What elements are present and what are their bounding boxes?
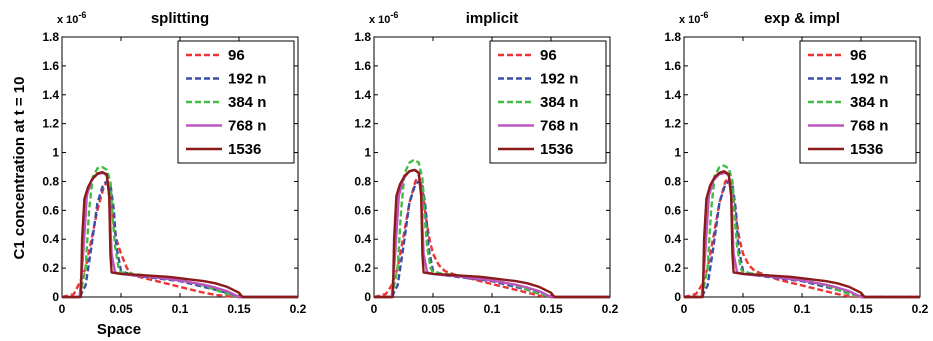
y-tick-label: 1.8 <box>42 30 59 44</box>
y-tick-label: 1.4 <box>664 88 681 102</box>
x-tick-label: 0 <box>371 302 378 316</box>
x-tick-label: 0.1 <box>794 302 811 316</box>
legend: 96 192 n 384 n 768 n 1536 <box>799 40 917 164</box>
x-tick-label: 0.15 <box>227 302 251 316</box>
y-tick-label: 0.2 <box>354 261 371 275</box>
x-tick-label: 0.1 <box>484 302 501 316</box>
y-tick-label: 1.8 <box>354 30 371 44</box>
x-tick-label: 0.2 <box>602 302 619 316</box>
x-tick-label: 0.15 <box>849 302 873 316</box>
y-multiplier-exponent: -6 <box>700 10 708 20</box>
chart-panel-3: 0 0.2 0.4 0.6 0.8 1 1.2 1.4 1.6 1.8 0 0.05 0.1 0.15 0.… <box>664 10 928 316</box>
legend-label: 192 n <box>228 71 266 88</box>
legend-label: 96 <box>540 47 557 64</box>
series-line-96 <box>61 180 298 299</box>
x-tick-label: 0.15 <box>539 302 563 316</box>
y-multiplier: x 10-6 <box>57 10 86 26</box>
x-tick-label: 0.05 <box>421 302 445 316</box>
x-tick-label: 0 <box>59 302 66 316</box>
legend-label: 768 n <box>228 118 266 135</box>
legend-label: 192 n <box>540 71 578 88</box>
series-line-1536 <box>684 170 920 299</box>
y-tick-label: 0.8 <box>42 174 59 188</box>
y-multiplier: x 10-6 <box>679 10 708 26</box>
y-tick-label: 1 <box>364 146 371 160</box>
y-tick-label: 1.4 <box>42 88 59 102</box>
chart-panel-2: 0 0.2 0.4 0.6 0.8 1 1.2 1.4 1.6 1.8 0 0.05 0.1 0.15 0.… <box>354 10 618 316</box>
x-tick-label: 0.2 <box>290 302 307 316</box>
y-tick-label: 1 <box>52 146 59 160</box>
chart-title: exp & impl <box>764 10 840 27</box>
series-line-1536 <box>374 168 610 299</box>
y-tick-label: 1.2 <box>354 117 371 131</box>
y-tick-label: 1.8 <box>664 30 681 44</box>
legend-label: 768 n <box>850 118 888 135</box>
y-tick-label: 1.2 <box>664 117 681 131</box>
y-tick-label: 1.4 <box>354 88 371 102</box>
y-tick-label: 1.6 <box>664 59 681 73</box>
x-tick-label: 0.1 <box>172 302 189 316</box>
legend-label: 1536 <box>540 141 573 158</box>
y-axis-label: C1 concentration at t = 10 <box>11 77 28 260</box>
series-line-96 <box>683 177 920 299</box>
y-tick-label: 0.8 <box>354 174 371 188</box>
legend-label: 96 <box>228 47 245 64</box>
series-line-96 <box>373 174 610 299</box>
y-tick-label: 0.8 <box>664 174 681 188</box>
x-axis-label: Space <box>97 321 141 338</box>
y-tick-label: 0.6 <box>42 203 59 217</box>
chart-title: splitting <box>151 10 209 27</box>
x-tick-label: 0.2 <box>912 302 929 316</box>
chart-title: implicit <box>466 10 519 27</box>
legend-label: 384 n <box>540 94 578 111</box>
legend-label: 192 n <box>850 71 888 88</box>
y-tick-label: 0.6 <box>664 203 681 217</box>
y-multiplier: x 10-6 <box>369 10 398 26</box>
y-multiplier-exponent: -6 <box>390 10 398 20</box>
legend: 96 192 n 384 n 768 n 1536 <box>177 40 295 164</box>
x-tick-label: 0.05 <box>109 302 133 316</box>
y-tick-label: 0.4 <box>664 232 681 246</box>
legend-label: 384 n <box>850 94 888 111</box>
legend-label: 768 n <box>540 118 578 135</box>
y-tick-label: 1.6 <box>354 59 371 73</box>
y-tick-label: 0.6 <box>354 203 371 217</box>
y-tick-label: 0.4 <box>42 232 59 246</box>
x-tick-label: 0 <box>681 302 688 316</box>
x-tick-label: 0.05 <box>731 302 755 316</box>
y-tick-label: 0 <box>52 290 59 304</box>
y-tick-label: 0.2 <box>42 261 59 275</box>
legend-label: 1536 <box>228 141 261 158</box>
y-tick-label: 1.2 <box>42 117 59 131</box>
y-tick-label: 0 <box>364 290 371 304</box>
legend-box <box>799 40 917 164</box>
legend: 96 192 n 384 n 768 n 1536 <box>489 40 607 164</box>
chart-panel-1: 0 0.2 0.4 0.6 0.8 1 1.2 1.4 1.6 1.8 0 0.05 0.1 0.15 0.… <box>42 10 306 316</box>
y-tick-label: 0.2 <box>664 261 681 275</box>
series-line-1536 <box>62 170 298 299</box>
legend-label: 384 n <box>228 94 266 111</box>
legend-label: 1536 <box>850 141 883 158</box>
y-tick-label: 0 <box>674 290 681 304</box>
y-tick-label: 0.4 <box>354 232 371 246</box>
y-tick-label: 1.6 <box>42 59 59 73</box>
y-tick-label: 1 <box>674 146 681 160</box>
y-multiplier-exponent: -6 <box>78 10 86 20</box>
legend-label: 96 <box>850 47 867 64</box>
